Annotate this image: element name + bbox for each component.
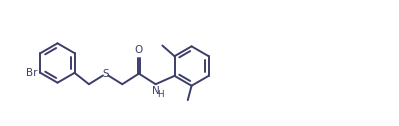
Text: O: O [135, 45, 143, 55]
Text: N: N [152, 86, 160, 96]
Text: H: H [157, 89, 164, 99]
Text: Br: Br [26, 68, 38, 78]
Text: S: S [102, 69, 109, 79]
